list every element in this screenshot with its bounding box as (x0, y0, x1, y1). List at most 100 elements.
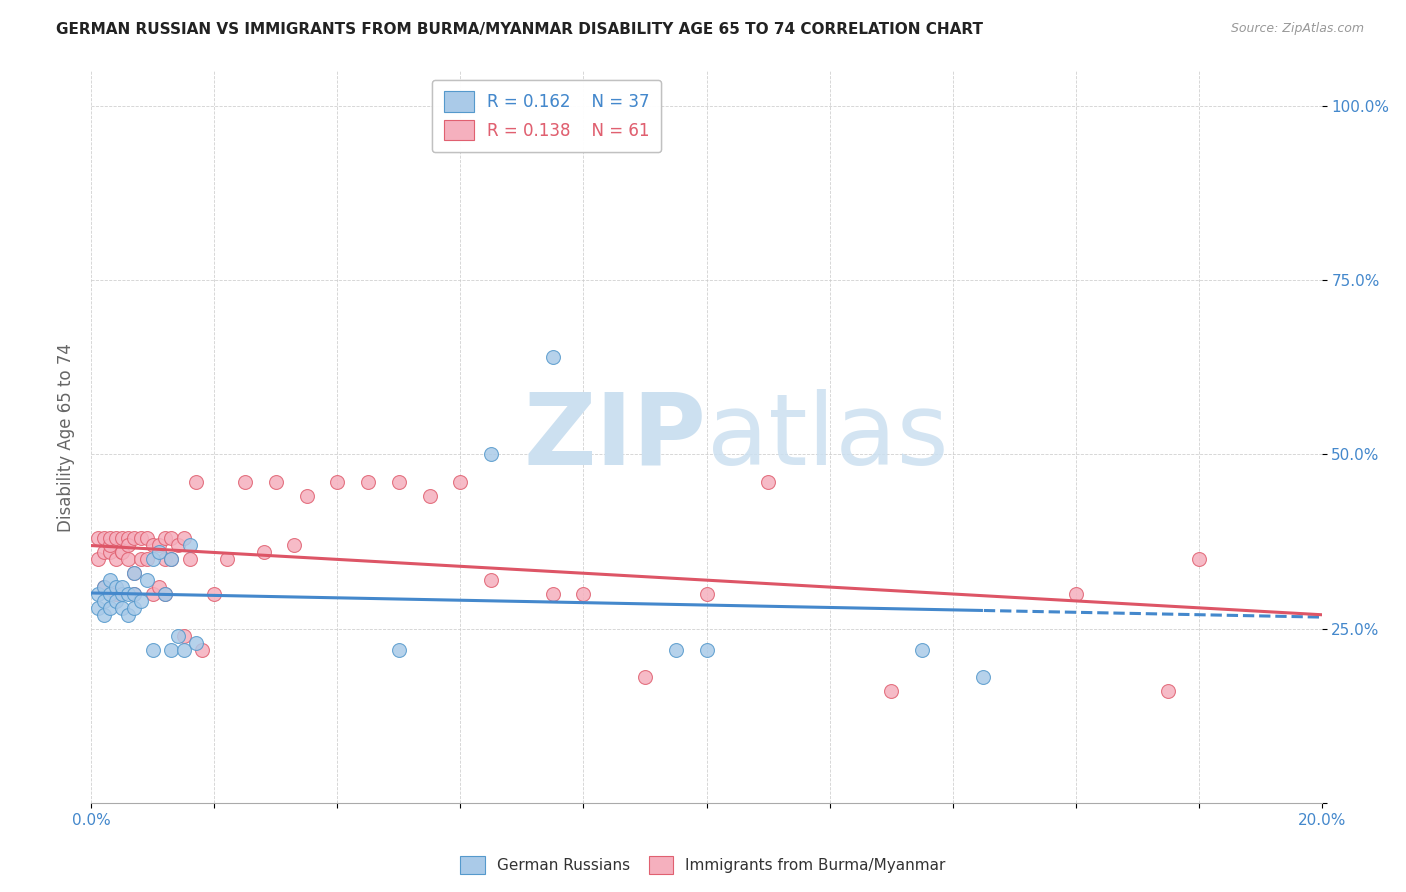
Point (111, 545, 134, 559)
Point (215, 552, 238, 566)
Point (253, 545, 276, 559)
Point (124, 566, 146, 580)
Point (148, 545, 170, 559)
Point (105, 580, 127, 594)
Point (326, 475, 349, 490)
Point (98, 587, 121, 601)
Point (124, 600, 146, 615)
Point (86, 600, 108, 615)
Point (1187, 552, 1209, 566)
Point (1064, 587, 1087, 601)
Point (634, 670, 657, 684)
Point (117, 552, 139, 566)
Point (479, 573, 502, 587)
Point (153, 531, 177, 545)
Point (541, 587, 564, 601)
Point (124, 587, 146, 601)
Point (541, 350, 564, 364)
Point (129, 552, 152, 566)
Point (124, 587, 146, 601)
Point (166, 538, 188, 552)
Point (135, 573, 157, 587)
Point (148, 538, 170, 552)
Point (135, 552, 157, 566)
Point (86, 531, 108, 545)
Point (295, 489, 318, 503)
Point (124, 566, 146, 580)
Point (98, 573, 121, 587)
Point (166, 629, 188, 643)
Point (98, 545, 121, 559)
Point (665, 642, 688, 657)
Point (756, 475, 779, 490)
Text: ZIP: ZIP (523, 389, 706, 485)
Point (388, 642, 411, 657)
Point (86, 587, 108, 601)
Point (880, 684, 903, 698)
Legend: R = 0.162    N = 37, R = 0.138    N = 61: R = 0.162 N = 37, R = 0.138 N = 61 (432, 79, 661, 152)
Point (419, 489, 441, 503)
Point (696, 587, 718, 601)
Point (117, 587, 139, 601)
Point (173, 642, 195, 657)
Text: Source: ZipAtlas.com: Source: ZipAtlas.com (1230, 22, 1364, 36)
Point (148, 580, 170, 594)
Point (142, 642, 165, 657)
Point (93, 594, 115, 608)
Point (202, 587, 225, 601)
Point (173, 629, 195, 643)
Text: GERMAN RUSSIAN VS IMMIGRANTS FROM BURMA/MYANMAR DISABILITY AGE 65 TO 74 CORRELAT: GERMAN RUSSIAN VS IMMIGRANTS FROM BURMA/… (56, 22, 983, 37)
Point (98, 531, 121, 545)
Point (135, 531, 157, 545)
Point (357, 475, 380, 490)
Point (111, 587, 134, 601)
Point (191, 642, 214, 657)
Point (93, 607, 115, 622)
Point (129, 531, 152, 545)
Point (105, 594, 127, 608)
Point (111, 600, 134, 615)
Point (111, 531, 134, 545)
Point (572, 587, 595, 601)
Legend: German Russians, Immigrants from Burma/Myanmar: German Russians, Immigrants from Burma/M… (454, 850, 952, 880)
Point (179, 552, 201, 566)
Point (388, 475, 411, 490)
Point (179, 538, 201, 552)
Point (93, 580, 115, 594)
Point (98, 600, 121, 615)
Point (153, 587, 177, 601)
Point (105, 587, 127, 601)
Y-axis label: Disability Age 65 to 74: Disability Age 65 to 74 (56, 343, 75, 532)
Point (93, 531, 115, 545)
Point (160, 552, 183, 566)
Point (105, 531, 127, 545)
Point (153, 552, 177, 566)
Point (142, 552, 165, 566)
Point (142, 538, 165, 552)
Point (184, 475, 207, 490)
Point (264, 475, 287, 490)
Point (184, 635, 207, 649)
Point (153, 587, 177, 601)
Point (233, 475, 256, 490)
Point (696, 642, 718, 657)
Point (124, 531, 146, 545)
Point (111, 580, 134, 594)
Point (160, 642, 183, 657)
Point (86, 552, 108, 566)
Point (972, 670, 994, 684)
Point (479, 448, 502, 462)
Point (160, 552, 183, 566)
Text: atlas: atlas (706, 389, 948, 485)
Point (117, 607, 139, 622)
Point (111, 545, 134, 559)
Point (449, 475, 471, 490)
Point (129, 594, 152, 608)
Point (160, 531, 183, 545)
Point (117, 538, 139, 552)
Point (911, 642, 934, 657)
Point (173, 531, 195, 545)
Point (142, 587, 165, 601)
Point (105, 552, 127, 566)
Point (117, 531, 139, 545)
